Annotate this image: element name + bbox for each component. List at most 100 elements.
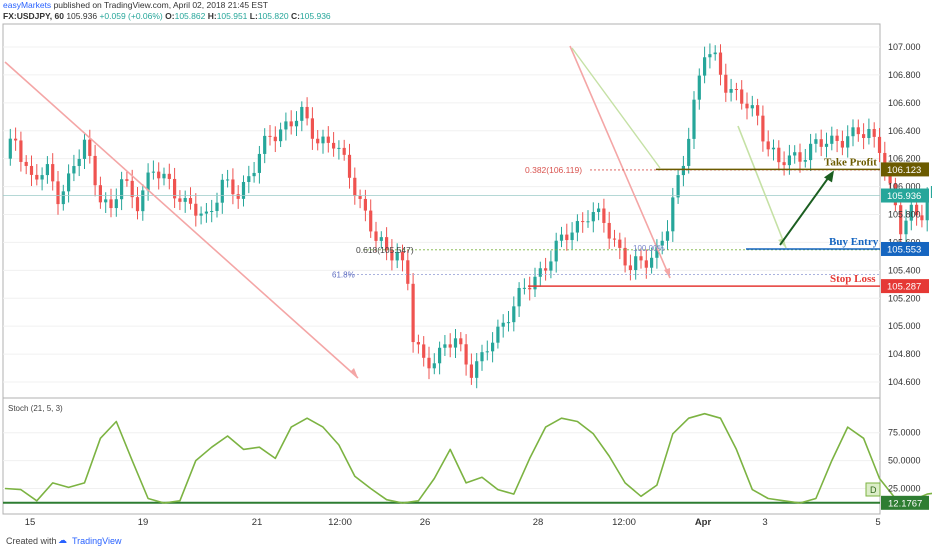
candle-body — [544, 268, 548, 271]
fib-618-label: 0.618(105.547) — [356, 245, 414, 255]
candle-body — [512, 306, 516, 323]
candle-body — [475, 361, 479, 378]
candle-body — [141, 190, 145, 212]
candle-body — [480, 352, 484, 362]
price-tick-label: 106.600 — [888, 98, 921, 108]
candle-body — [268, 135, 272, 137]
candle-body — [459, 338, 463, 345]
candle-body — [316, 138, 320, 144]
price-tick-label: 106.800 — [888, 70, 921, 80]
candle-body — [61, 191, 65, 205]
candle-body — [109, 199, 113, 209]
candle-body — [427, 357, 431, 369]
candle-body — [374, 231, 378, 241]
projection-line — [569, 45, 671, 279]
candle-body — [273, 136, 277, 142]
stoch-value-tag — [881, 495, 929, 510]
candle-body — [72, 166, 76, 174]
candle-body — [655, 245, 659, 258]
candle-body — [14, 138, 18, 141]
plot-frame — [2, 23, 881, 515]
candle-body — [888, 172, 892, 184]
candle-body — [247, 176, 251, 182]
low-label: L: — [249, 11, 258, 21]
price-tick-label: 106.000 — [888, 182, 921, 192]
downtrend-line — [4, 61, 359, 379]
price-tick-label: 104.800 — [888, 349, 921, 359]
price-pane[interactable]: 0.382(106.119) 0.618(105.547) 61.8% 100.00%… — [3, 43, 932, 389]
candle-body — [597, 208, 601, 213]
candle-body — [432, 363, 436, 369]
candle-body — [703, 57, 707, 76]
candle-body — [385, 237, 389, 251]
candle-body — [358, 196, 362, 199]
candle-body — [618, 239, 622, 248]
candle-body — [915, 204, 919, 216]
candle-body — [718, 52, 723, 75]
candle-body — [687, 138, 691, 166]
candle-body — [226, 179, 230, 181]
close-value: 105.936 — [299, 11, 331, 21]
last-price-tag-text: 105.936 — [887, 191, 921, 202]
publisher-name[interactable]: easyMarkets — [3, 0, 52, 10]
candle-body — [612, 238, 617, 240]
candle-body — [220, 179, 224, 203]
candle-body — [766, 141, 770, 150]
tradingview-cloud-icon: ☁ — [58, 535, 67, 545]
candle-body — [920, 215, 924, 221]
candle-body — [332, 142, 336, 149]
candle-body — [363, 198, 367, 211]
candle-body — [692, 99, 696, 139]
stoch-tick-label: 50.0000 — [888, 456, 921, 466]
candle-body — [406, 260, 410, 284]
candle-body — [448, 344, 452, 348]
candle-body — [369, 210, 373, 232]
created-with-text: Created with — [6, 536, 57, 546]
price-change: +0.059 (+0.06%) — [99, 11, 163, 21]
candle-body — [183, 198, 187, 202]
tradingview-brand[interactable]: TradingView — [72, 536, 122, 546]
axes: 107.000 106.800 106.600 106.400 106.200 106.0… — [25, 42, 929, 528]
candle-body — [803, 160, 807, 162]
candle-body — [771, 147, 776, 150]
candle-body — [528, 287, 532, 290]
candle-body — [835, 135, 839, 141]
time-tick-label: 28 — [533, 517, 544, 528]
candle-body — [846, 136, 850, 148]
publish-line: easyMarkets published on TradingView.com… — [3, 0, 903, 11]
stop-loss-label: Stop Loss — [830, 273, 876, 285]
stoch-value-tag-text: 12.1767 — [888, 498, 922, 509]
candle-body — [151, 171, 155, 173]
candle-body — [485, 351, 489, 353]
candle-body — [809, 143, 813, 161]
candle-body — [135, 197, 140, 212]
candle-body — [443, 344, 447, 348]
candle-body — [496, 326, 500, 343]
candle-body — [575, 221, 579, 233]
candle-body — [289, 121, 293, 127]
stochastic-pane[interactable]: Stoch (21, 5, 3) D — [3, 404, 932, 504]
stoch-legend-text: D — [870, 485, 877, 495]
candle-body — [581, 221, 585, 223]
candle-body — [501, 322, 505, 327]
candle-body — [353, 177, 357, 197]
candle-body — [204, 211, 208, 214]
price-tick-label: 104.600 — [888, 377, 921, 387]
fib-382-label: 0.382(106.119) — [525, 165, 582, 175]
last-price: 105.936 — [66, 11, 98, 21]
candle-body — [199, 213, 203, 216]
price-tick-label: 107.000 — [888, 42, 921, 52]
candle-body — [570, 232, 574, 241]
candle-body — [40, 175, 44, 180]
candle-body — [284, 121, 288, 130]
price-tick-label: 105.000 — [888, 321, 921, 331]
candle-body — [676, 175, 680, 198]
time-tick-label: Apr — [695, 517, 712, 528]
candle-body — [708, 54, 712, 58]
candle-body — [491, 342, 495, 352]
last-price-tag — [881, 188, 929, 203]
candle-body — [88, 139, 92, 156]
price-tick-label: 106.400 — [888, 126, 921, 136]
time-tick-label: 19 — [138, 517, 149, 528]
